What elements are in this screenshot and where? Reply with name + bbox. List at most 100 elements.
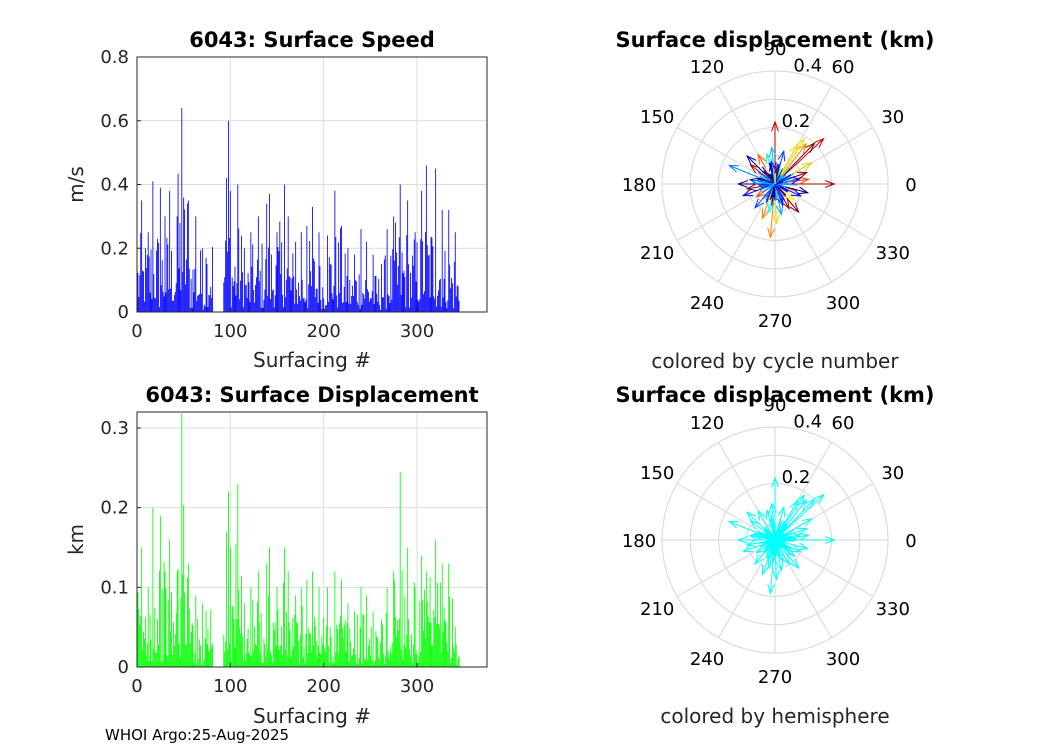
speed-bar — [353, 295, 354, 312]
displacement-bar — [240, 633, 242, 667]
speed-bar — [312, 206, 313, 312]
speed-bar — [325, 305, 326, 312]
displacement-bar — [188, 608, 190, 667]
speed-bar — [451, 277, 452, 312]
displacement-bar — [439, 582, 441, 667]
displacement-bar — [393, 571, 395, 667]
speed-bar — [440, 306, 442, 312]
speed-bar — [431, 237, 433, 312]
displacement-bar — [288, 622, 290, 667]
displacement-bar — [334, 571, 336, 667]
polar-cycle-angle-label: 30 — [881, 107, 904, 128]
speed-bar — [410, 273, 411, 312]
displacement-bar — [180, 597, 182, 667]
speed-bar — [319, 266, 321, 312]
speed-bar — [430, 236, 432, 312]
displacement-bar — [366, 595, 368, 667]
speed-bar — [312, 258, 314, 312]
displacement-bar — [335, 652, 337, 667]
displacement-bar — [330, 636, 332, 667]
displacement-bar — [271, 662, 273, 667]
speed-bar — [176, 216, 178, 312]
speed-bar — [162, 292, 164, 312]
speed-bar — [343, 286, 345, 312]
displacement-bar — [158, 644, 159, 667]
speed-bar — [237, 184, 239, 312]
displacement-bar — [371, 659, 373, 667]
speed-bar — [322, 287, 324, 312]
speed-bar — [306, 225, 308, 312]
speed-bar — [387, 294, 389, 312]
displacement-bar — [338, 654, 340, 667]
displacement-bar — [208, 651, 210, 667]
displacement-bar — [360, 587, 362, 667]
displacement-bar — [379, 660, 381, 667]
displacement-bar — [387, 651, 389, 667]
speed-bar — [315, 288, 317, 312]
speed-bar — [283, 307, 284, 312]
displacement-bar — [200, 664, 202, 667]
speed-bar — [212, 246, 214, 312]
displacement-bar — [147, 587, 149, 667]
displacement-bar — [142, 648, 144, 667]
displacement-bar — [415, 654, 417, 667]
displacement-bar — [355, 664, 357, 667]
displacement-bar — [399, 471, 401, 667]
displacement-bar — [444, 620, 446, 667]
displacement-bar — [172, 654, 173, 667]
speed-bar — [259, 270, 261, 312]
speed-bar — [379, 305, 381, 312]
speed-bar — [393, 216, 395, 312]
speed-bar — [341, 302, 343, 312]
displacement-bar — [146, 643, 148, 667]
displacement-bar — [456, 665, 458, 667]
displacement-bar — [381, 619, 382, 667]
speed-bar — [360, 229, 362, 312]
displacement-bar — [435, 539, 437, 667]
displacement-bar — [301, 606, 303, 667]
speed-bar — [401, 252, 403, 312]
speed-bar — [159, 187, 161, 312]
speed-bar — [304, 302, 306, 312]
polar-hemisphere-angle-label: 300 — [826, 649, 860, 670]
polar-hemisphere-chart: Surface displacement (km) 0 30 60 90 120 150 1… — [615, 383, 934, 728]
displacement-bar — [228, 643, 230, 667]
speed-bar — [388, 296, 390, 312]
speed-bar — [307, 308, 309, 312]
speed-bar — [175, 283, 177, 312]
displacement-bar — [346, 623, 348, 667]
displacement-bar — [239, 626, 241, 667]
speed-bar — [186, 203, 188, 312]
speed-bar — [366, 241, 368, 312]
speed-bar — [302, 298, 304, 312]
speed-bar — [419, 299, 421, 312]
speed-bar — [232, 286, 234, 312]
displacement-bar — [169, 539, 171, 667]
speed-bar — [340, 225, 342, 312]
displacement-bar — [385, 612, 387, 667]
speed-bar — [370, 298, 372, 312]
displacement-bar — [278, 649, 280, 667]
speed-bar — [436, 306, 438, 312]
speed-bar — [420, 239, 422, 312]
speed-bar — [256, 277, 257, 312]
displacement-bar — [257, 571, 259, 667]
speed-bar — [279, 221, 281, 312]
speed-bar — [404, 276, 406, 312]
speed-bar — [330, 264, 332, 312]
speed-bar — [194, 268, 196, 312]
polar-cycle-arrow — [759, 177, 776, 185]
displacement-bar — [151, 661, 153, 667]
displacement-bar — [138, 609, 140, 667]
polar-hemisphere-angle-label: 30 — [881, 463, 904, 484]
displacement-bar — [316, 657, 318, 667]
displacement-bar — [337, 628, 339, 667]
displacement-bar — [452, 598, 453, 667]
displacement-bar — [303, 646, 305, 667]
speed-bar — [335, 236, 337, 312]
speed-ytick-label: 0.2 — [100, 238, 129, 259]
displacement-bar — [201, 603, 203, 667]
speed-bar — [252, 244, 254, 312]
displacement-bar — [223, 634, 225, 667]
displacement-bar — [317, 645, 319, 667]
